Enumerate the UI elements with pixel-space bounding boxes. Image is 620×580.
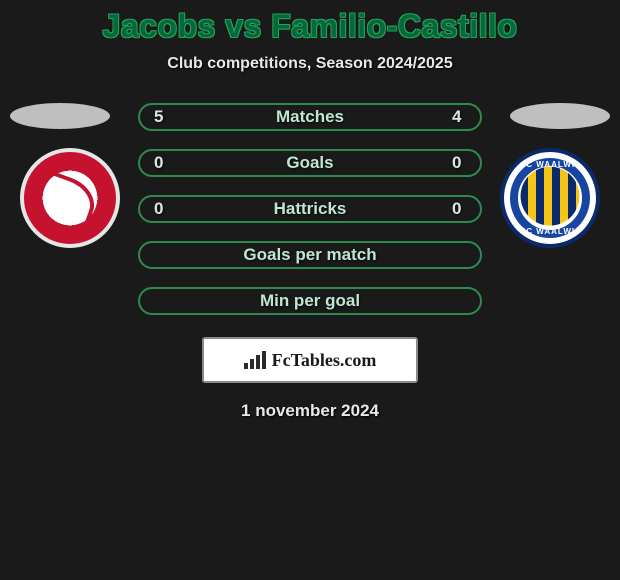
stat-row-min-per-goal: Min per goal <box>138 287 482 315</box>
badge-text-bottom: RKC WAALWIJK <box>504 227 596 236</box>
stat-label: Hattricks <box>274 199 347 219</box>
stat-label: Matches <box>276 107 344 127</box>
stat-row-goals-per-match: Goals per match <box>138 241 482 269</box>
date-label: 1 november 2024 <box>0 401 620 421</box>
stat-row-matches: 5 Matches 4 <box>138 103 482 131</box>
stat-right-value: 0 <box>452 153 466 173</box>
stat-row-goals: 0 Goals 0 <box>138 149 482 177</box>
brand-box[interactable]: FcTables.com <box>202 337 418 383</box>
player-oval-left <box>10 103 110 129</box>
stat-label: Goals <box>286 153 333 173</box>
stat-left-value: 0 <box>154 199 168 219</box>
subtitle: Club competitions, Season 2024/2025 <box>0 55 620 73</box>
stat-label: Goals per match <box>243 245 376 265</box>
stat-right-value: 4 <box>452 107 466 127</box>
stat-right-value: 0 <box>452 199 466 219</box>
comparison-panel: RKC WAALWIJK RKC WAALWIJK 5 Matches 4 0 … <box>0 103 620 421</box>
bar-chart-icon <box>244 351 266 369</box>
stat-left-value: 0 <box>154 153 168 173</box>
page-title: Jacobs vs Familio-Castillo <box>0 0 620 45</box>
brand-text: FcTables.com <box>272 350 377 371</box>
player-oval-right <box>510 103 610 129</box>
stat-row-hattricks: 0 Hattricks 0 <box>138 195 482 223</box>
badge-text-top: RKC WAALWIJK <box>504 160 596 169</box>
club-badge-right: RKC WAALWIJK RKC WAALWIJK <box>500 148 600 248</box>
stat-left-value: 5 <box>154 107 168 127</box>
stat-rows: 5 Matches 4 0 Goals 0 0 Hattricks 0 Goal… <box>138 103 482 315</box>
club-badge-left <box>20 148 120 248</box>
stat-label: Min per goal <box>260 291 360 311</box>
